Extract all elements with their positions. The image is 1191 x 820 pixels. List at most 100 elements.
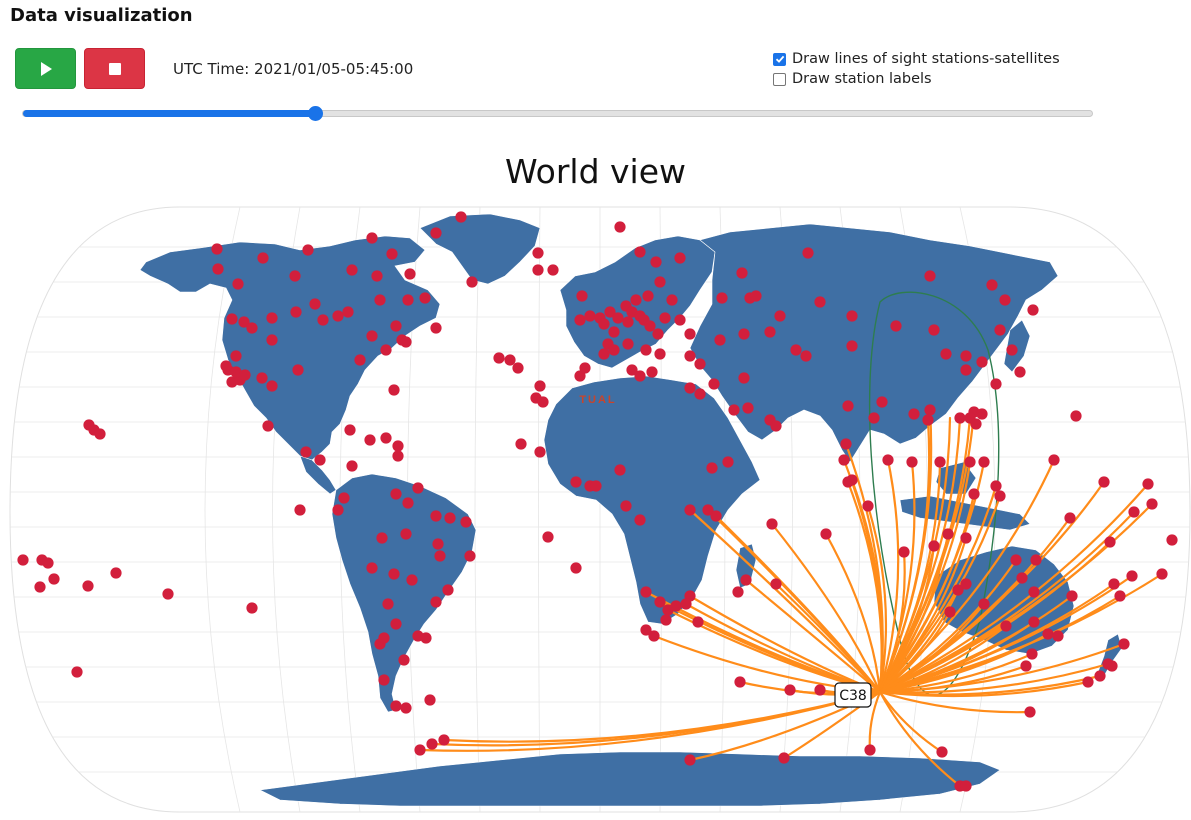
ground-station[interactable] (1104, 536, 1116, 548)
ground-station[interactable] (640, 344, 652, 356)
stop-button[interactable] (84, 48, 145, 89)
ground-station[interactable] (1118, 638, 1130, 650)
ground-station[interactable] (460, 516, 472, 528)
ground-station[interactable] (434, 550, 446, 562)
ground-station[interactable] (1064, 512, 1076, 524)
ground-station[interactable] (390, 618, 402, 630)
ground-station[interactable] (634, 514, 646, 526)
ground-station[interactable] (1094, 670, 1106, 682)
ground-station[interactable] (654, 276, 666, 288)
ground-station[interactable] (314, 454, 326, 466)
ground-station[interactable] (1027, 304, 1039, 316)
ground-station[interactable] (230, 350, 242, 362)
ground-station[interactable] (290, 306, 302, 318)
ground-station[interactable] (654, 596, 666, 608)
ground-station[interactable] (442, 584, 454, 596)
ground-station[interactable] (978, 456, 990, 468)
ground-station[interactable] (162, 588, 174, 600)
ground-station[interactable] (1042, 628, 1054, 640)
ground-station[interactable] (1052, 630, 1064, 642)
ground-station[interactable] (634, 370, 646, 382)
ground-station[interactable] (1082, 676, 1094, 688)
ground-station[interactable] (684, 754, 696, 766)
ground-station[interactable] (1026, 648, 1038, 660)
ground-station[interactable] (376, 532, 388, 544)
ground-station[interactable] (256, 372, 268, 384)
ground-station[interactable] (579, 362, 591, 374)
ground-station[interactable] (300, 446, 312, 458)
ground-station[interactable] (574, 370, 586, 382)
ground-station[interactable] (924, 404, 936, 416)
ground-station[interactable] (34, 581, 46, 593)
ground-station[interactable] (430, 322, 442, 334)
ground-station[interactable] (388, 568, 400, 580)
ground-station[interactable] (614, 221, 626, 233)
ground-station[interactable] (374, 294, 386, 306)
ground-station[interactable] (1128, 506, 1140, 518)
ground-station[interactable] (398, 654, 410, 666)
satellite-marker[interactable]: C38 (834, 682, 872, 708)
ground-station[interactable] (710, 510, 722, 522)
ground-station[interactable] (674, 314, 686, 326)
ground-station[interactable] (246, 602, 258, 614)
ground-station[interactable] (862, 500, 874, 512)
ground-station[interactable] (994, 490, 1006, 502)
ground-station[interactable] (802, 247, 814, 259)
ground-station[interactable] (71, 666, 83, 678)
ground-station[interactable] (840, 438, 852, 450)
ground-station[interactable] (262, 420, 274, 432)
ground-station[interactable] (922, 414, 934, 426)
ground-station[interactable] (692, 616, 704, 628)
ground-station[interactable] (534, 446, 546, 458)
ground-station[interactable] (332, 310, 344, 322)
ground-station[interactable] (48, 573, 60, 585)
ground-station[interactable] (438, 734, 450, 746)
ground-station[interactable] (257, 252, 269, 264)
ground-station[interactable] (412, 482, 424, 494)
ground-station[interactable] (868, 412, 880, 424)
ground-station[interactable] (846, 310, 858, 322)
ground-station[interactable] (17, 554, 29, 566)
ground-station[interactable] (784, 684, 796, 696)
ground-station[interactable] (790, 344, 802, 356)
ground-station[interactable] (736, 267, 748, 279)
ground-station[interactable] (622, 338, 634, 350)
los-option[interactable]: Draw lines of sight stations-satellites (773, 51, 1060, 67)
ground-station[interactable] (419, 292, 431, 304)
ground-station[interactable] (934, 456, 946, 468)
ground-station[interactable] (212, 263, 224, 275)
ground-station[interactable] (716, 292, 728, 304)
ground-station[interactable] (346, 460, 358, 472)
ground-station[interactable] (574, 314, 586, 326)
ground-station[interactable] (770, 420, 782, 432)
ground-station[interactable] (1016, 572, 1028, 584)
ground-station[interactable] (924, 270, 936, 282)
ground-station[interactable] (390, 320, 402, 332)
ground-station[interactable] (542, 531, 554, 543)
ground-station[interactable] (266, 312, 278, 324)
ground-station[interactable] (414, 744, 426, 756)
ground-station[interactable] (970, 418, 982, 430)
ground-station[interactable] (1000, 620, 1012, 632)
ground-station[interactable] (570, 562, 582, 574)
ground-station[interactable] (390, 488, 402, 500)
ground-station[interactable] (644, 320, 656, 332)
ground-station[interactable] (648, 630, 660, 642)
ground-station[interactable] (770, 578, 782, 590)
ground-station[interactable] (400, 528, 412, 540)
ground-station[interactable] (1024, 706, 1036, 718)
ground-station[interactable] (684, 382, 696, 394)
ground-station[interactable] (608, 326, 620, 338)
ground-station[interactable] (82, 580, 94, 592)
ground-station[interactable] (302, 244, 314, 256)
ground-station[interactable] (430, 227, 442, 239)
labels-checkbox[interactable] (773, 72, 786, 86)
ground-station[interactable] (640, 586, 652, 598)
ground-station[interactable] (576, 290, 588, 302)
ground-station[interactable] (838, 454, 850, 466)
ground-station[interactable] (674, 252, 686, 264)
ground-station[interactable] (846, 474, 858, 486)
ground-station[interactable] (532, 247, 544, 259)
ground-station[interactable] (1014, 366, 1026, 378)
ground-station[interactable] (590, 480, 602, 492)
